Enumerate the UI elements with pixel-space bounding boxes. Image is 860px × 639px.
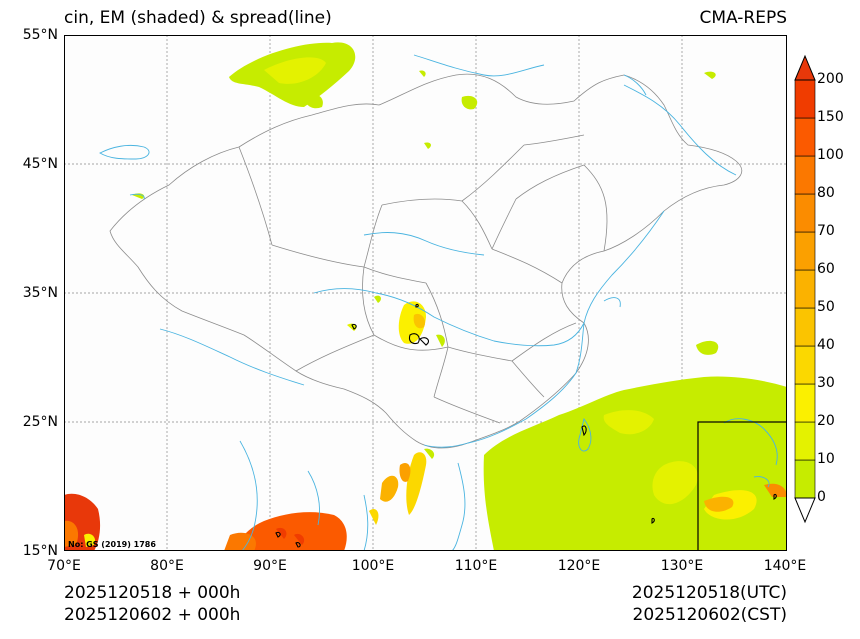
lat-label-15: 15°N (22, 543, 58, 559)
colorbar-tick-label: 0 (817, 489, 826, 505)
lon-label-110: 110°E (454, 558, 498, 574)
rivers-coastlines (99, 54, 778, 551)
map-panel: No: GS (2019) 1786 (64, 35, 787, 551)
colorbar-tick-label: 100 (817, 147, 844, 163)
colorbar-tick-label: 80 (817, 185, 835, 201)
map-approval-note: No: GS (2019) 1786 (68, 540, 156, 549)
colorbar-under-arrow (794, 497, 816, 524)
model-name: CMA-REPS (699, 8, 787, 28)
colorbar-tick-label: 20 (817, 413, 835, 429)
colorbar-cell (794, 117, 816, 157)
colorbar-cell (794, 421, 816, 461)
colorbar-tick-label: 60 (817, 261, 835, 277)
colorbar-tick-label: 50 (817, 299, 835, 315)
colorbar-tick-label: 150 (817, 109, 844, 125)
cin-shading-north (132, 42, 719, 355)
colorbar-cell (794, 79, 816, 119)
colorbar-tick-label: 70 (817, 223, 835, 239)
colorbar-tick-label: 30 (817, 375, 835, 391)
colorbar-over-arrow (794, 54, 816, 81)
colorbar-cell (794, 345, 816, 385)
chart-title: cin, EM (shaded) & spread(line) (64, 8, 332, 28)
lon-label-140: 140°E (763, 558, 807, 574)
colorbar-cell (794, 155, 816, 195)
south-china-sea-inset (697, 421, 787, 551)
lat-label-25: 25°N (22, 414, 58, 430)
lon-label-100: 100°E (351, 558, 395, 574)
lon-label-70: 70°E (47, 558, 81, 574)
colorbar-cell (794, 193, 816, 233)
colorbar-tick-label: 10 (817, 451, 835, 467)
valid-time-cst: 2025120602(CST) (632, 605, 787, 625)
colorbar-tick-label: 40 (817, 337, 835, 353)
map-canvas (64, 35, 787, 551)
lon-label-120: 120°E (557, 558, 601, 574)
lon-label-80: 80°E (150, 558, 184, 574)
lon-label-130: 130°E (660, 558, 704, 574)
colorbar-cell (794, 231, 816, 271)
lon-label-90: 90°E (253, 558, 287, 574)
colorbar-cell (794, 307, 816, 347)
country-borders (109, 73, 743, 449)
init-time-line2: 2025120602 + 000h (64, 605, 241, 625)
colorbar-cell (794, 383, 816, 423)
lat-label-35: 35°N (22, 285, 58, 301)
cin-shading-south (64, 376, 787, 551)
colorbar-tick-label: 200 (817, 71, 844, 87)
spread-contours (275, 303, 777, 548)
valid-time-utc: 2025120518(UTC) (631, 583, 787, 603)
init-time-line1: 2025120518 + 000h (64, 583, 241, 603)
colorbar-cell (794, 269, 816, 309)
gridlines (64, 35, 787, 551)
lat-label-45: 45°N (22, 156, 58, 172)
colorbar-cell (794, 459, 816, 499)
colorbar (794, 54, 816, 524)
lat-label-55: 55°N (22, 27, 58, 43)
